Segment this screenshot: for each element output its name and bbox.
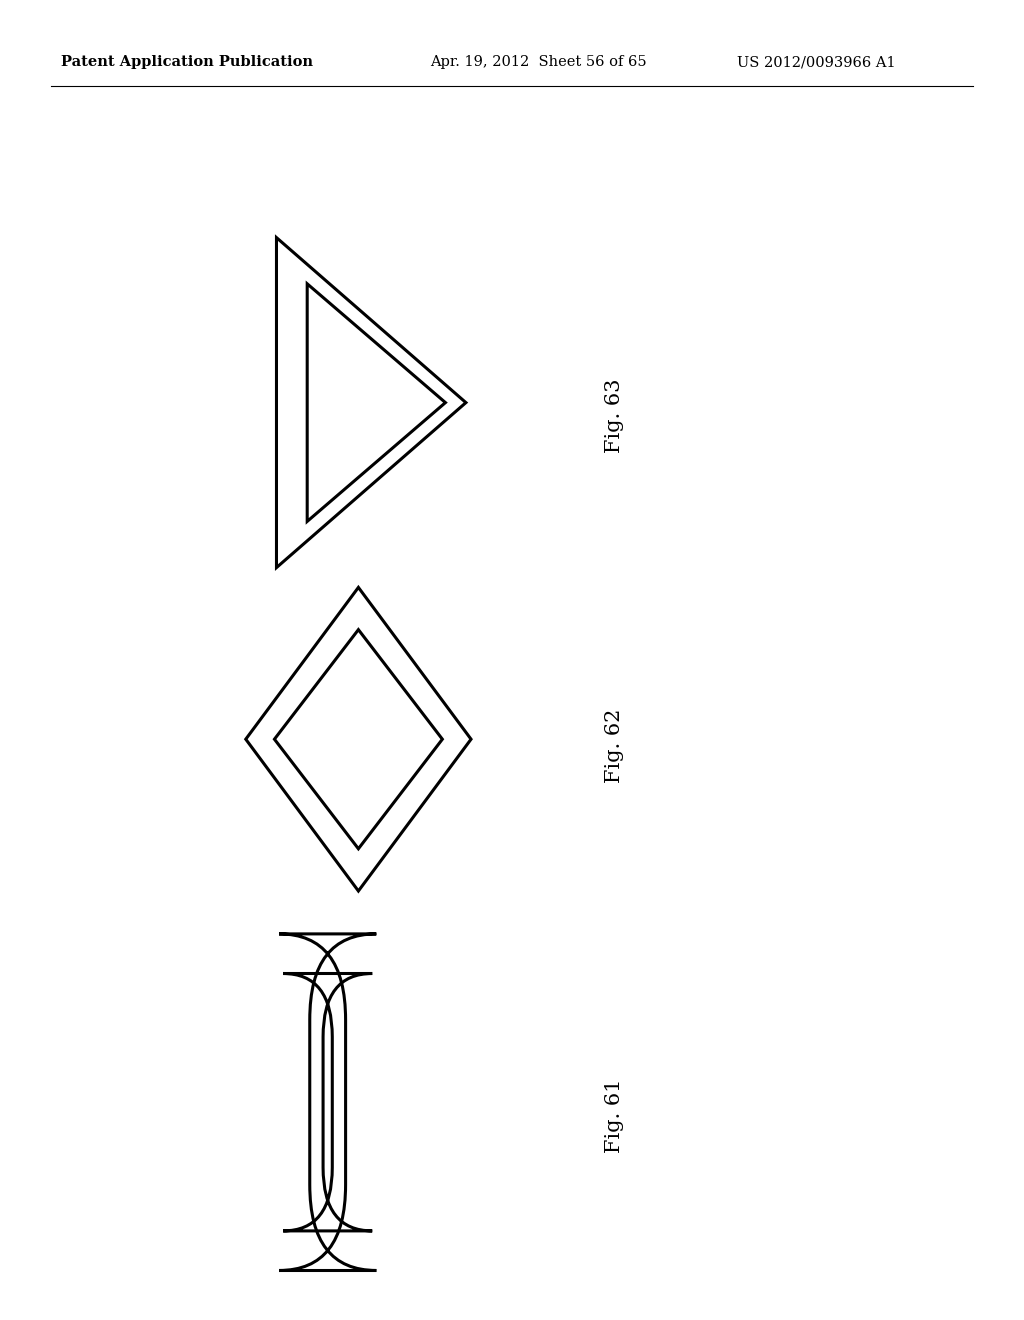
Text: Fig. 61: Fig. 61 [605,1078,624,1152]
Text: Fig. 63: Fig. 63 [605,379,624,453]
Text: Fig. 62: Fig. 62 [605,709,624,783]
Text: Apr. 19, 2012  Sheet 56 of 65: Apr. 19, 2012 Sheet 56 of 65 [430,55,647,70]
Text: US 2012/0093966 A1: US 2012/0093966 A1 [737,55,896,70]
Text: Patent Application Publication: Patent Application Publication [61,55,313,70]
